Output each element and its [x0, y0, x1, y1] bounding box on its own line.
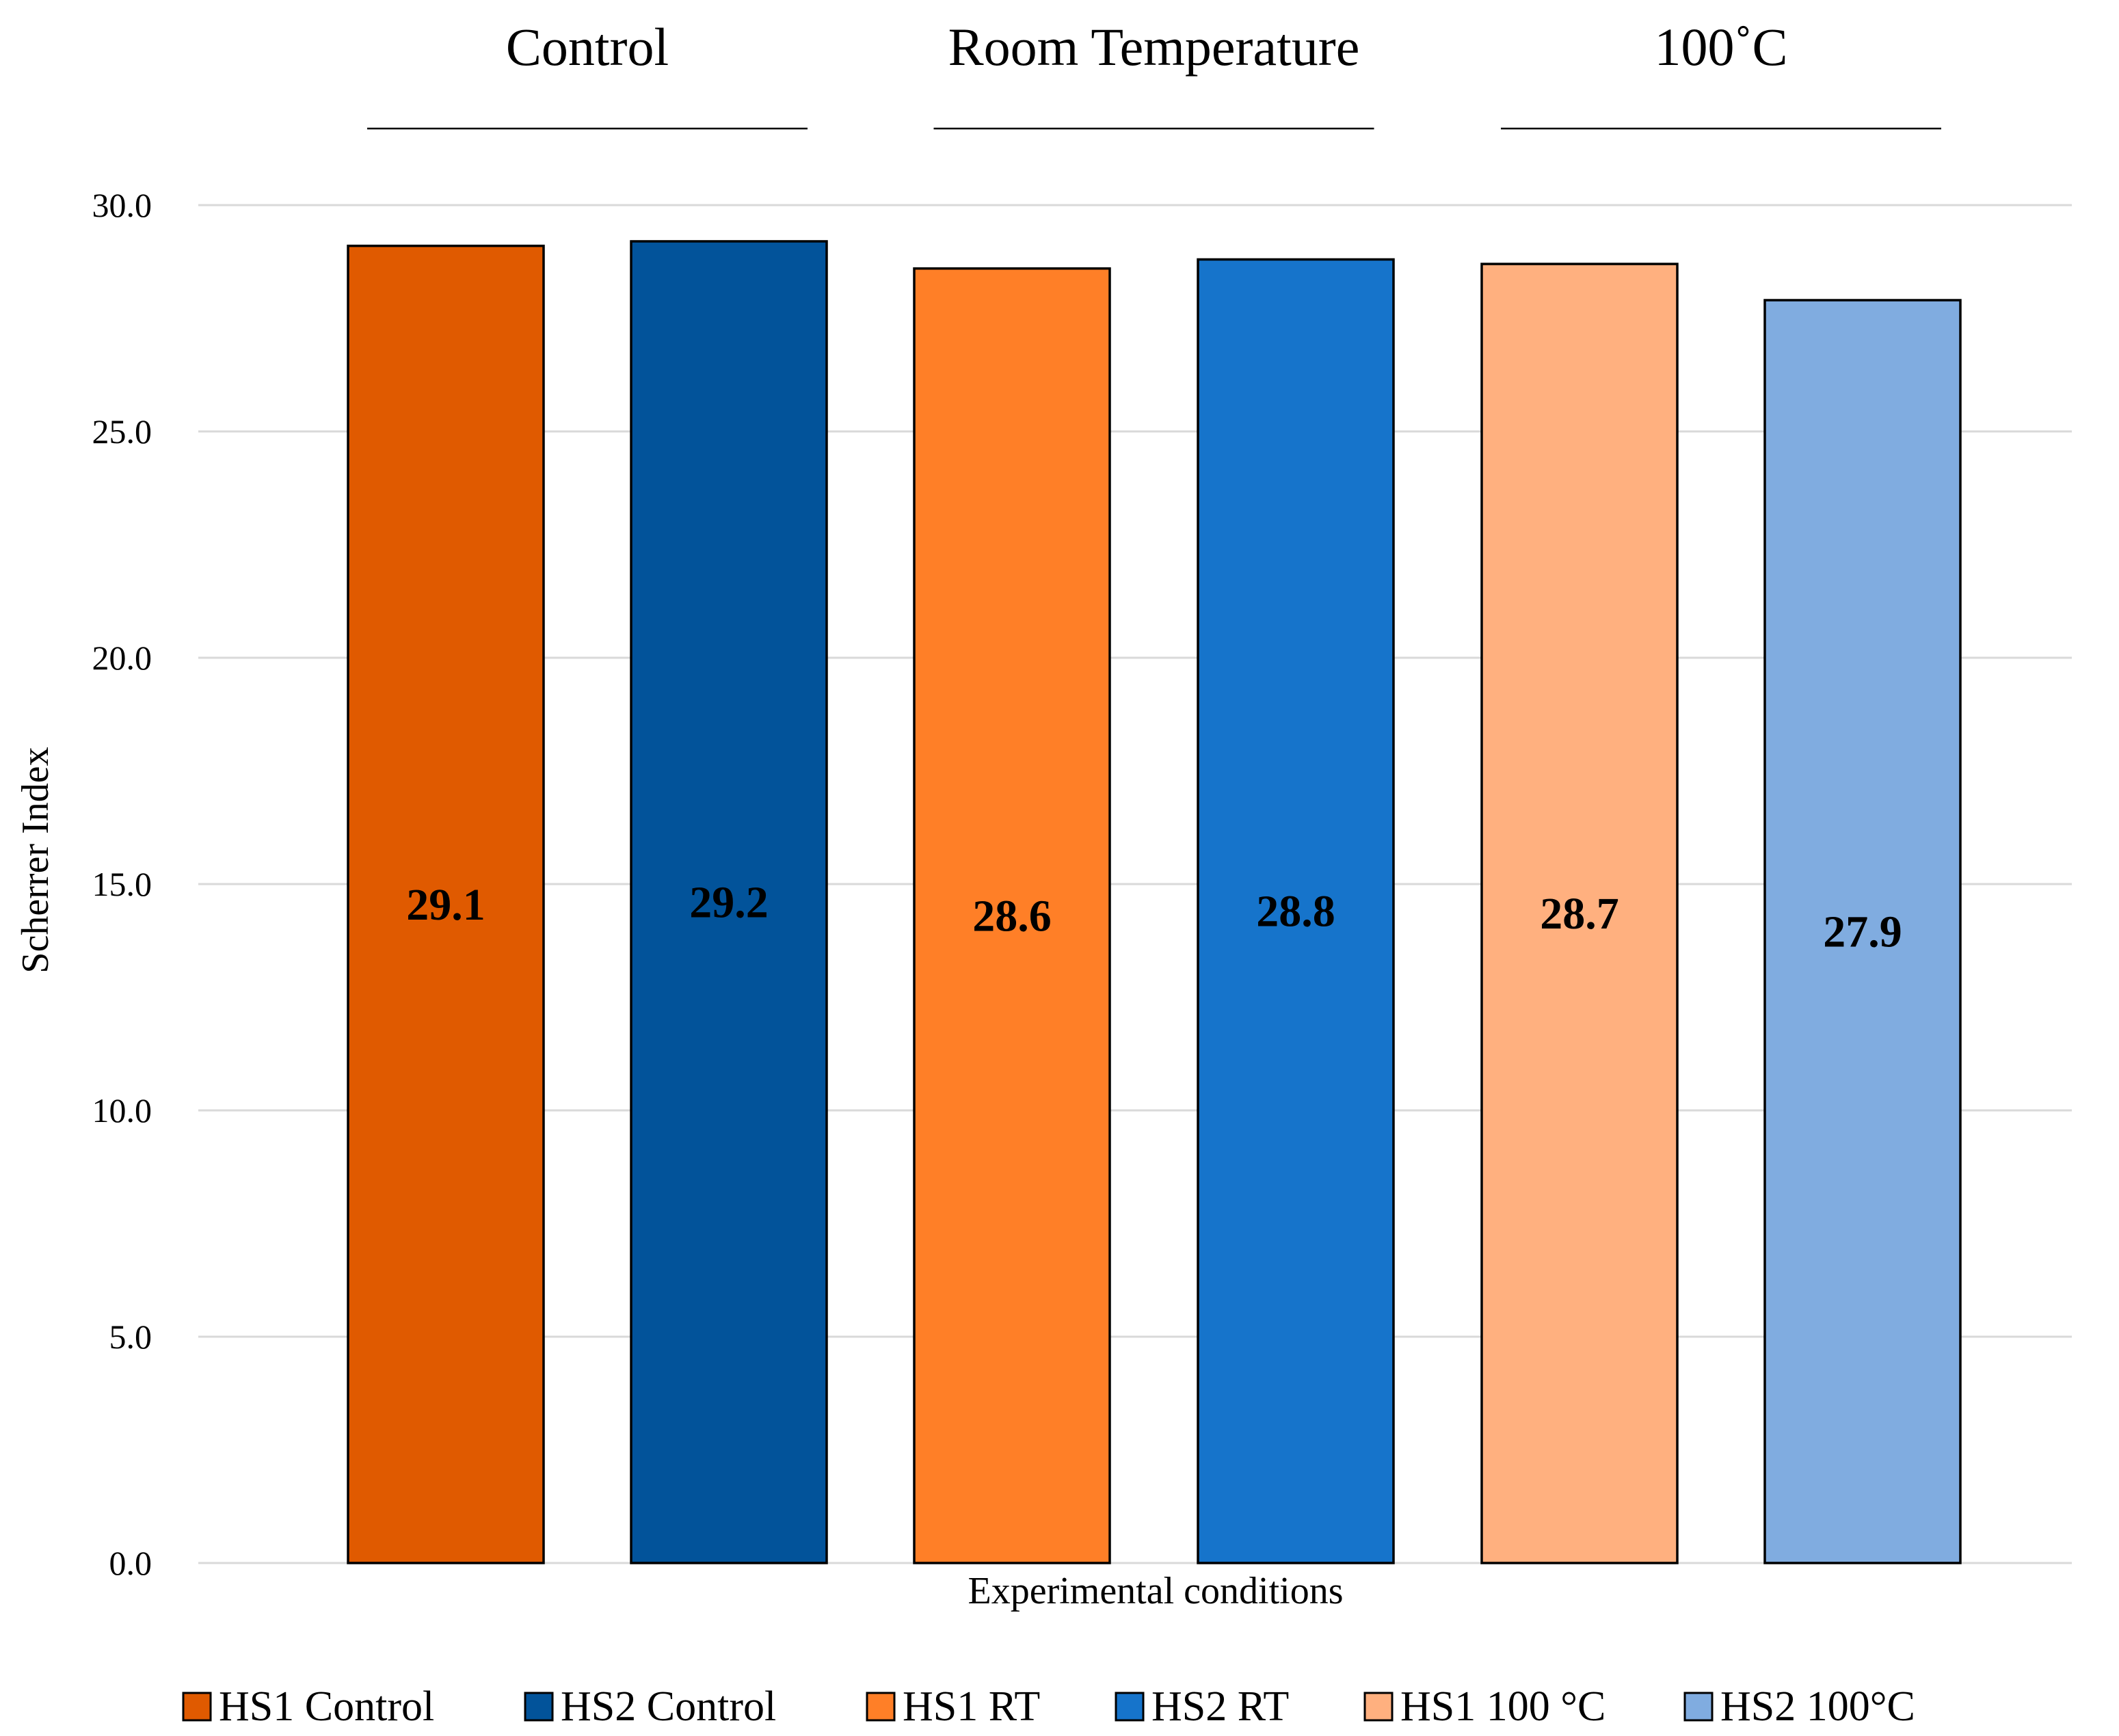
data-labels: 29.1 29.2 28.6 28.8 28.7 27.9 [406, 877, 1902, 957]
group-header: Room Temperature [948, 17, 1360, 77]
legend-label: HS2 RT [1151, 1683, 1289, 1730]
data-label: 28.6 [972, 891, 1052, 941]
bars [347, 240, 1962, 1564]
y-tick-label: 15.0 [92, 865, 152, 903]
data-label: 29.1 [406, 880, 485, 930]
data-label: 27.9 [1823, 907, 1902, 957]
data-label: 28.8 [1256, 887, 1335, 937]
bar-hs1-rt [913, 267, 1111, 1564]
legend-swatch [1115, 1692, 1145, 1722]
bar-hs2-rt [1197, 258, 1395, 1564]
legend-swatch [1363, 1692, 1394, 1722]
y-tick-label: 20.0 [92, 639, 152, 677]
bar-hs2-control [630, 240, 828, 1564]
y-axis-title: Scherrer Index [14, 747, 57, 973]
legend-label: HS2 Control [561, 1683, 776, 1730]
y-tick-label: 0.0 [109, 1544, 152, 1582]
legend: HS1 Control HS2 Control HS1 RT HS2 RT HS1 10… [182, 1683, 1915, 1730]
y-tick-label: 30.0 [92, 186, 152, 224]
legend-label: HS1 100 °C [1400, 1683, 1605, 1730]
y-tick-label: 25.0 [92, 412, 152, 451]
group-header: Control [506, 17, 669, 77]
bar-hs1-100-c [1480, 263, 1679, 1564]
legend-swatch [524, 1692, 554, 1722]
data-label: 28.7 [1540, 889, 1619, 939]
legend-label: HS1 RT [903, 1683, 1040, 1730]
legend-swatch [1683, 1692, 1714, 1722]
legend-swatch [182, 1692, 212, 1722]
bar-hs1-control [347, 244, 545, 1564]
legend-label: HS2 100°C [1720, 1683, 1915, 1730]
x-axis-title: Experimental conditions [968, 1570, 1344, 1612]
group-headers: Control Room Temperature 100˚C [367, 17, 1941, 130]
group-header: 100˚C [1655, 17, 1788, 77]
legend-label: HS1 Control [219, 1683, 434, 1730]
y-tick-label: 10.0 [92, 1091, 152, 1130]
legend-swatch [866, 1692, 896, 1722]
data-label: 29.2 [689, 877, 769, 927]
y-tick-label: 5.0 [109, 1318, 152, 1356]
y-axis-ticks: 0.0 5.0 10.0 15.0 20.0 25.0 30.0 [92, 186, 152, 1582]
bar-hs2-100-c [1763, 299, 1962, 1564]
